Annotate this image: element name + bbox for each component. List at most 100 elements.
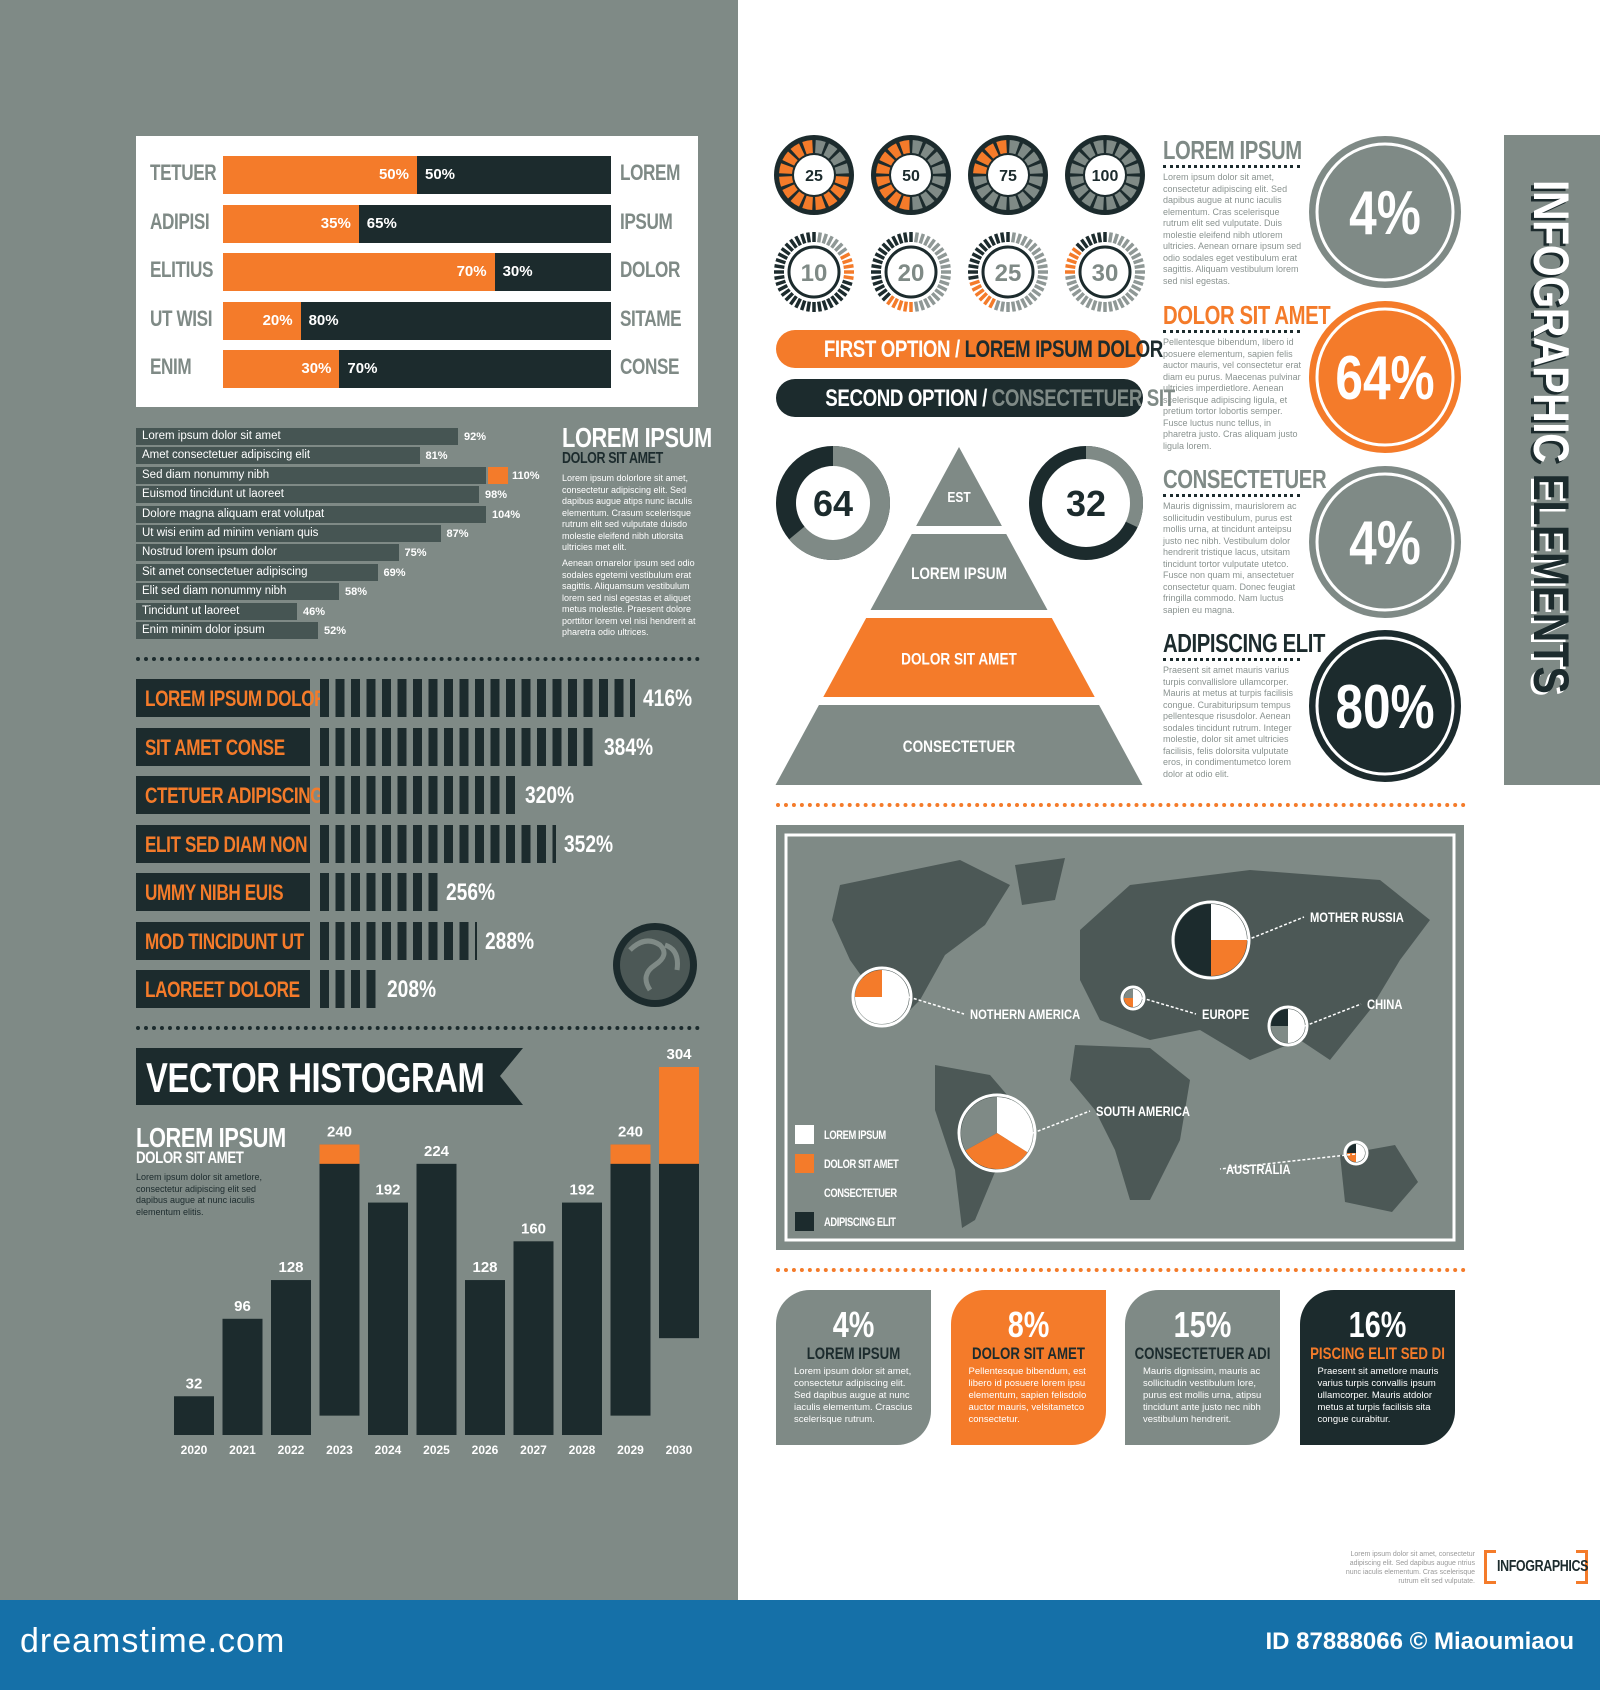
donut-chart: 64 xyxy=(776,446,890,560)
gauge-tick xyxy=(833,242,844,253)
histogram-title-wrap: LOREM IPSUM xyxy=(136,1122,328,1154)
option-pill-1[interactable]: FIRST OPTION / LOREM IPSUM DOLOR xyxy=(776,330,1163,368)
text-column-title-wrap: CONSECTETUER xyxy=(1163,464,1372,495)
gauge-tick xyxy=(1112,299,1120,311)
map-legend-label: CONSECTETUER xyxy=(824,1186,897,1200)
gauge-tick xyxy=(1020,297,1028,309)
gauge-tick xyxy=(1117,297,1125,309)
histogram-year-label: 2024 xyxy=(375,1443,402,1457)
histogram-subtitle: DOLOR SIT AMET xyxy=(136,1148,244,1167)
gauge-tick xyxy=(1080,238,1089,249)
gauge-tick xyxy=(923,297,931,309)
gauge-segment xyxy=(879,184,895,199)
split-left-label-wrap: ADIPISI xyxy=(150,209,226,235)
map-legend-label-wrap: CONSECTETUER xyxy=(824,1186,917,1200)
gauge-tick xyxy=(1068,252,1080,260)
gauge-tick xyxy=(891,297,899,309)
gauge-tick xyxy=(1037,274,1048,280)
histogram-value-label: 96 xyxy=(234,1298,251,1315)
pyramid-label: DOLOR SIT AMET xyxy=(901,650,1017,669)
gauge-tick xyxy=(934,247,945,256)
gauge-tick xyxy=(1107,301,1113,312)
pyramid-label: CONSECTETUER xyxy=(903,738,1015,757)
gauge-segment xyxy=(790,143,805,159)
card-title: LOREM IPSUM xyxy=(806,1344,901,1363)
gauge-tick xyxy=(1027,291,1038,302)
gauge-tick xyxy=(794,235,802,247)
histogram-banner-title: VECTOR HISTOGRAM xyxy=(146,1054,485,1101)
bracket-right-icon xyxy=(1576,1550,1588,1584)
side-banner-text: INFOGRAPHIC ELEMENTS xyxy=(1522,180,1580,693)
card-title: DOLOR SIT AMET xyxy=(971,1344,1085,1363)
gauge-tick xyxy=(830,238,839,249)
gauge-tick xyxy=(1124,242,1135,253)
histogram-value-label: 160 xyxy=(521,1220,546,1237)
side-banner-word-2: ELEMENTS xyxy=(1523,473,1579,694)
list-bar-value: 46% xyxy=(303,605,326,618)
gauge-tick xyxy=(839,252,851,260)
pyramid-label: LOREM IPSUM xyxy=(911,565,1007,584)
map-pie-slice xyxy=(1211,904,1247,940)
list-bar xyxy=(136,622,318,639)
histogram-bar xyxy=(562,1202,602,1435)
barcode-label-wrap: ELIT SED DIAM NON xyxy=(145,832,353,858)
option-label: FIRST OPTION / xyxy=(823,336,965,363)
split-value-a: 30% xyxy=(301,360,332,377)
gauge-tick xyxy=(872,257,884,265)
percent-circle: 64% xyxy=(1309,301,1461,453)
gauge-tick xyxy=(969,257,981,265)
barcode-bar xyxy=(320,679,635,717)
gauge-value: 30 xyxy=(1092,260,1119,287)
gauge-tick xyxy=(1035,279,1047,287)
gauge-tick xyxy=(1065,274,1076,280)
gauge-segment xyxy=(802,140,813,155)
split-right-label: DOLOR xyxy=(620,257,681,282)
map-region-label: CHINA xyxy=(1367,997,1402,1012)
gauge-segment xyxy=(887,143,902,159)
footer-site[interactable]: dreamstime.com xyxy=(20,1622,286,1660)
card-body: Pellentesque bibendum, est libero id pos… xyxy=(968,1366,1087,1425)
gauge-center xyxy=(1078,245,1132,299)
split-value-a: 50% xyxy=(378,166,409,183)
gauge-tick xyxy=(871,264,882,270)
gauge-tick xyxy=(789,295,798,306)
barcode-value: 288% xyxy=(485,927,535,955)
divider-2 xyxy=(136,1026,700,1030)
gauge-tick xyxy=(841,257,853,265)
percent-circle-label: 4% xyxy=(1349,178,1421,248)
barcode-value: 320% xyxy=(524,782,574,809)
split-bar-a xyxy=(223,204,359,243)
footer-bar: dreamstime.com ID 87888066 © Miaoumiaou xyxy=(0,1600,1600,1690)
split-bar-b xyxy=(339,350,611,388)
split-value-b: 80% xyxy=(308,311,339,329)
gauge-tick xyxy=(1132,279,1144,287)
gauge-segment xyxy=(931,176,946,187)
gauge-tick xyxy=(940,274,951,280)
split-left-label: ELITIUS xyxy=(150,257,214,282)
barcode-value: 352% xyxy=(564,830,614,858)
gauge-tick xyxy=(1075,291,1086,302)
barcode-label: SIT AMET CONSE xyxy=(145,734,285,760)
gauge-tick xyxy=(993,299,1001,311)
gauge-segment xyxy=(1114,143,1129,159)
list-bar xyxy=(136,466,486,484)
gauge-tick xyxy=(839,284,851,292)
list-bar xyxy=(136,602,297,620)
gauge-tick xyxy=(774,274,785,280)
gauge-segment xyxy=(1093,195,1104,210)
option-pill-2[interactable]: SECOND OPTION / CONSECTETUER SIT xyxy=(776,379,1175,417)
split-value-b: 70% xyxy=(347,360,378,377)
barcode-value: 416% xyxy=(642,685,692,712)
map-pie: SOUTH AMERICA xyxy=(957,1093,1190,1173)
barcode-value: 384% xyxy=(603,733,653,761)
list-bar-label: Sed diam nonummy nibh xyxy=(142,468,270,481)
gauge-segment xyxy=(1081,191,1096,207)
gauge-tick xyxy=(789,238,798,249)
histogram-bar xyxy=(174,1396,214,1435)
barcode-label-wrap: SIT AMET CONSE xyxy=(145,735,324,761)
gauge-tick xyxy=(927,238,936,249)
gauge-segment xyxy=(1106,140,1117,155)
gauge-tick xyxy=(1037,264,1048,270)
gauge-tick xyxy=(936,252,948,260)
